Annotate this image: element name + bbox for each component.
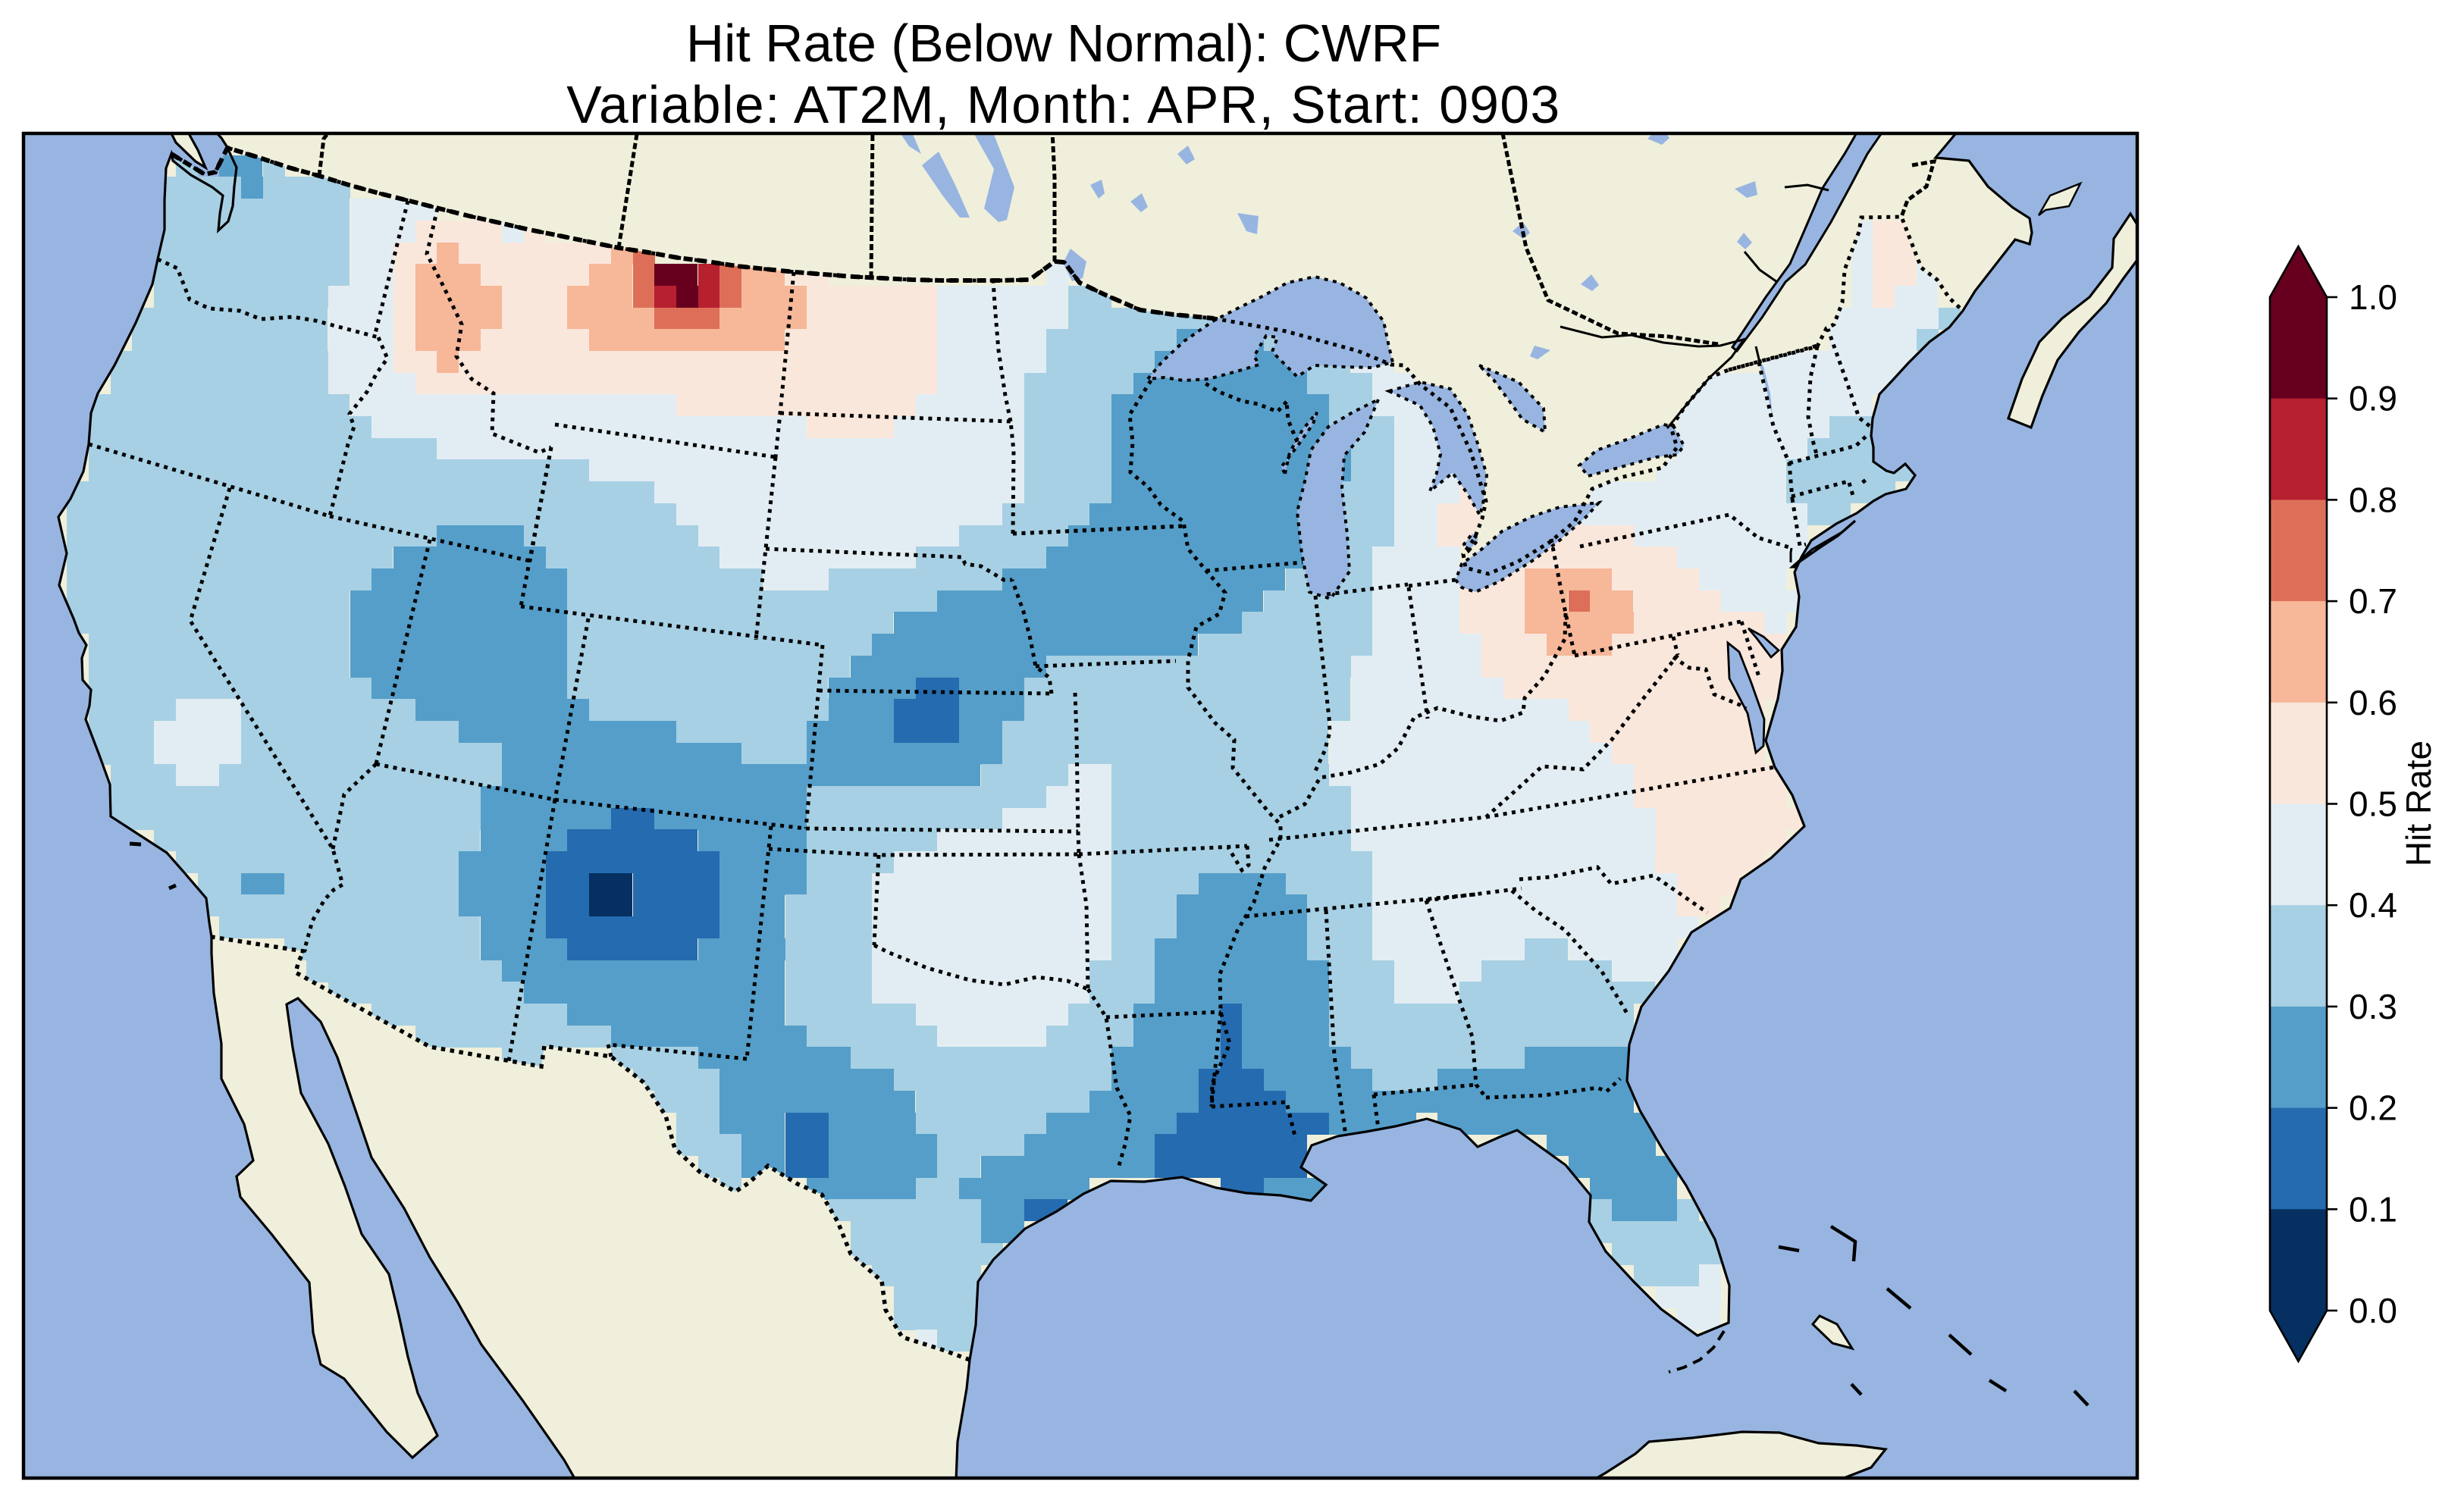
svg-text:0.0: 0.0 (2349, 1291, 2397, 1330)
svg-text:Hit Rate: Hit Rate (2399, 741, 2438, 866)
svg-text:0.1: 0.1 (2349, 1189, 2397, 1229)
svg-text:0.5: 0.5 (2349, 785, 2397, 824)
svg-text:0.7: 0.7 (2349, 581, 2397, 621)
svg-text:1.0: 1.0 (2349, 277, 2397, 317)
svg-text:Hit Rate (Below Normal): CWRF: Hit Rate (Below Normal): CWRF (686, 14, 1441, 73)
svg-text:Variable: AT2M, Month: APR, St: Variable: AT2M, Month: APR, Start: 0903 (566, 75, 1560, 134)
svg-text:0.8: 0.8 (2349, 480, 2397, 519)
svg-text:0.6: 0.6 (2349, 683, 2397, 722)
svg-text:0.3: 0.3 (2349, 987, 2397, 1026)
svg-text:0.9: 0.9 (2349, 379, 2397, 418)
svg-text:0.2: 0.2 (2349, 1088, 2397, 1128)
svg-text:0.4: 0.4 (2349, 885, 2397, 925)
